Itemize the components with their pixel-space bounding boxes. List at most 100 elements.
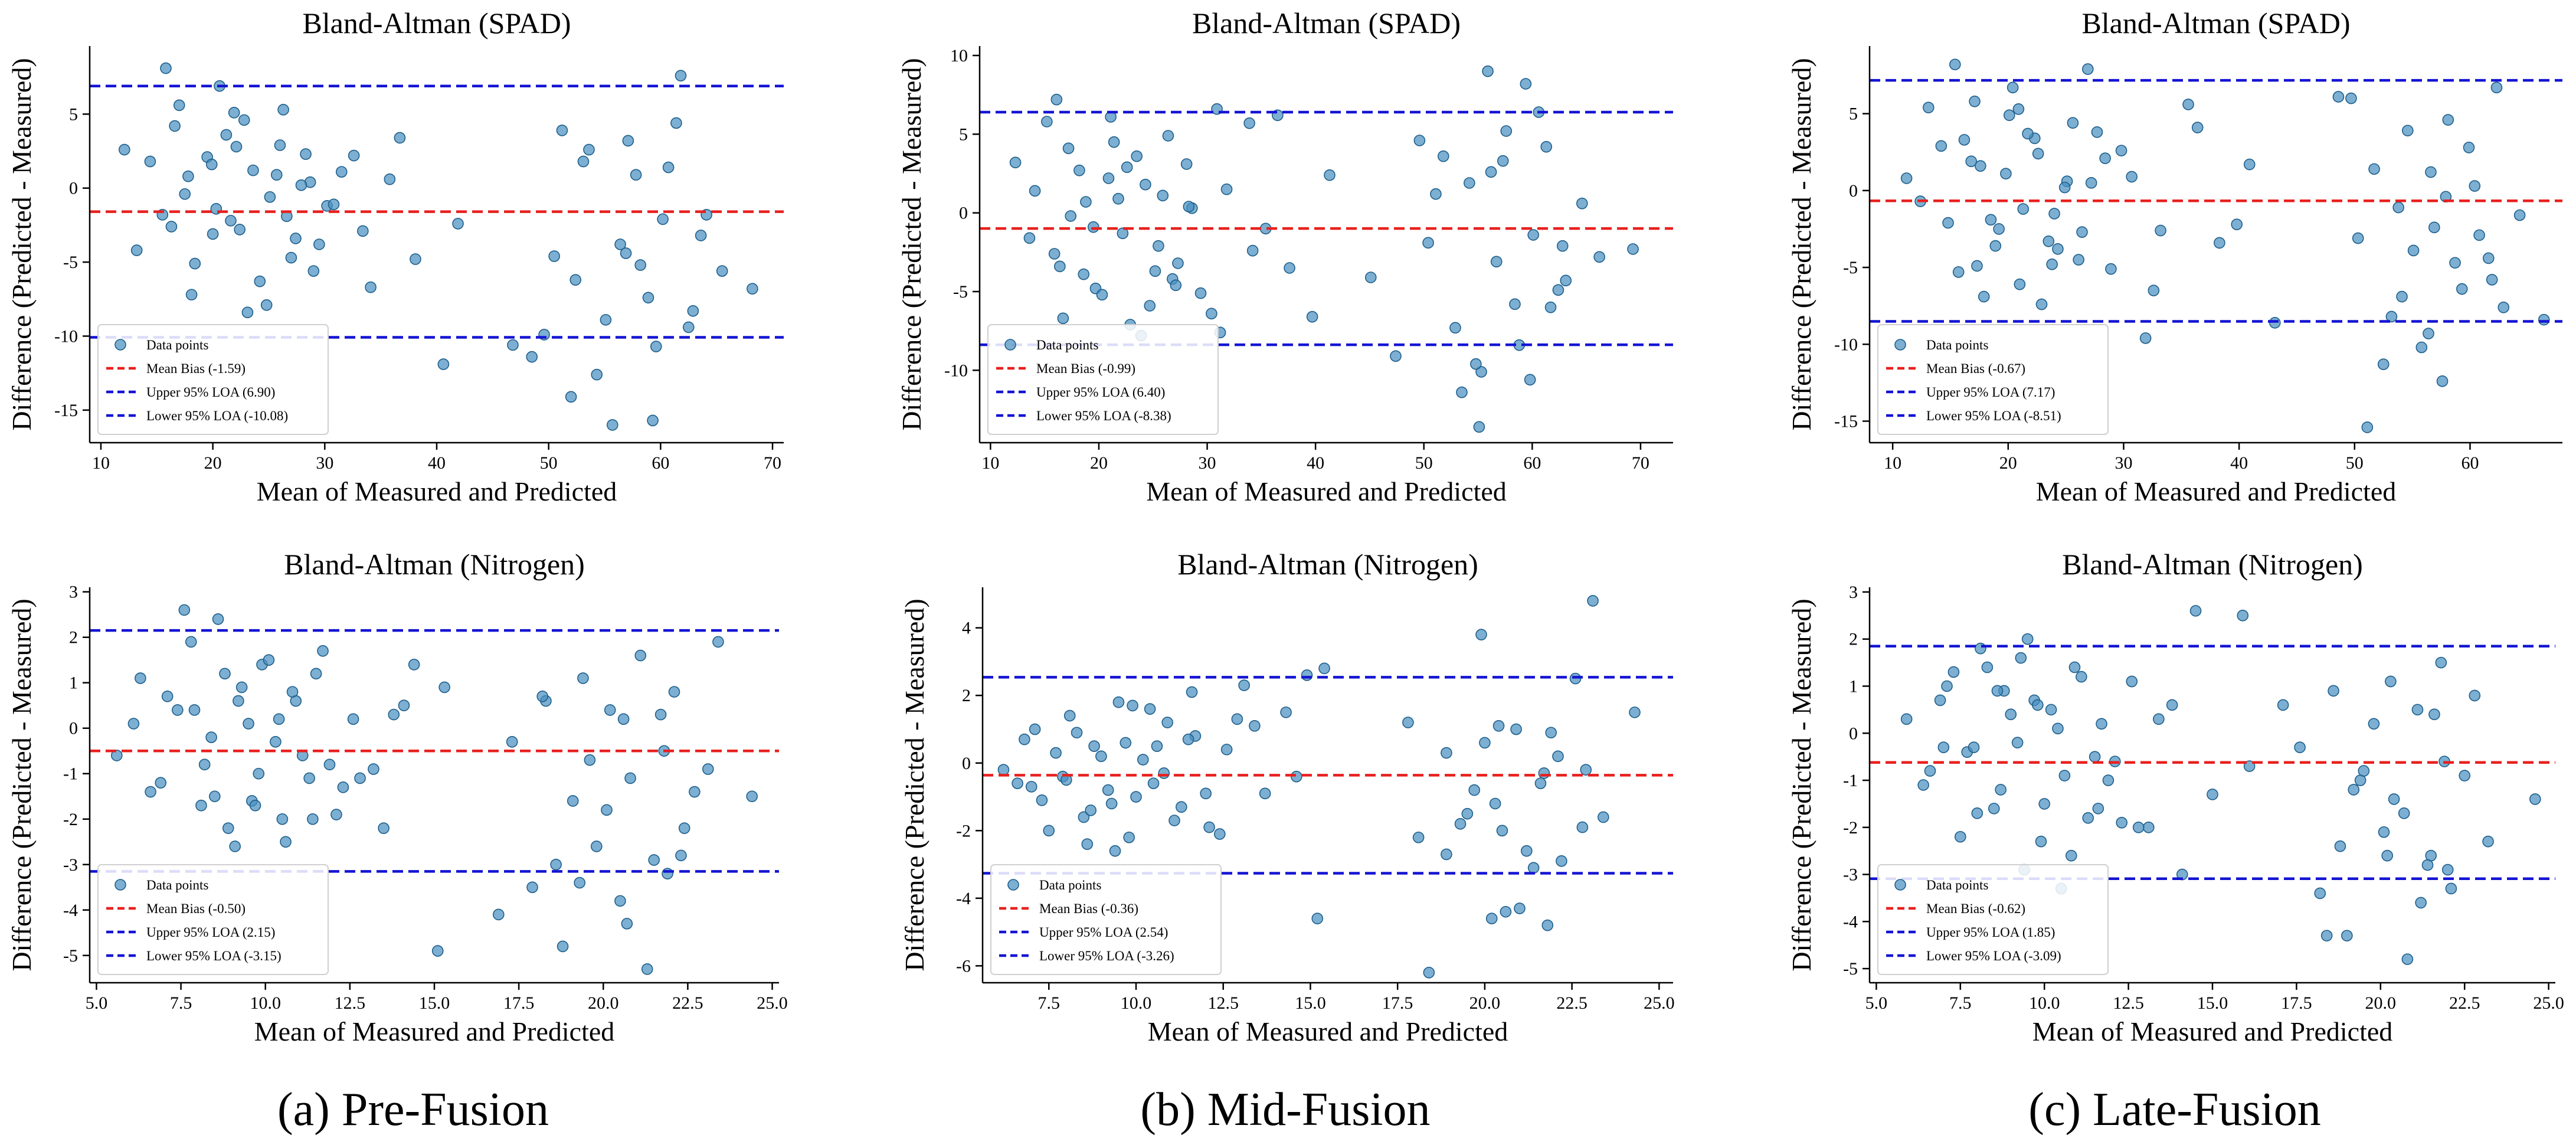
data-point xyxy=(2428,708,2440,721)
data-point xyxy=(2486,274,2498,286)
data-point xyxy=(2381,849,2393,862)
data-point xyxy=(1259,787,1271,800)
data-point xyxy=(1043,825,1055,837)
y-tick-label: -4 xyxy=(956,889,971,908)
data-point xyxy=(1071,727,1083,739)
data-point xyxy=(1153,240,1164,252)
data-point xyxy=(1147,777,1160,789)
data-point xyxy=(1527,229,1539,241)
legend-data-points: Data points xyxy=(1926,878,1988,892)
data-point xyxy=(634,259,647,271)
data-point xyxy=(1311,912,1324,924)
data-point xyxy=(2320,930,2333,942)
data-point xyxy=(388,708,400,721)
data-point xyxy=(668,686,680,698)
data-point xyxy=(1108,136,1120,148)
legend-upper-loa: Upper 95% LOA (6.40) xyxy=(1036,385,1165,400)
data-point xyxy=(2005,708,2017,721)
data-point xyxy=(1162,130,1174,142)
y-tick-label: 0 xyxy=(959,204,968,223)
x-tick-label: 10.0 xyxy=(2029,993,2060,1013)
y-tick-label: -1 xyxy=(1843,771,1858,790)
data-point xyxy=(2498,301,2510,313)
data-point xyxy=(2425,166,2437,178)
data-point xyxy=(323,758,336,771)
data-point xyxy=(2067,117,2079,129)
data-point xyxy=(2378,826,2390,838)
data-point xyxy=(1062,142,1075,155)
data-point xyxy=(307,813,319,825)
data-point xyxy=(2046,259,2058,270)
data-point xyxy=(550,858,562,871)
data-point xyxy=(1965,155,1977,168)
data-point xyxy=(1423,967,1435,979)
y-tick-label: -4 xyxy=(63,901,78,920)
data-point xyxy=(1029,185,1041,197)
data-point xyxy=(1422,237,1434,249)
data-point xyxy=(277,104,289,116)
data-point xyxy=(1243,117,1255,129)
data-point xyxy=(2269,317,2281,329)
x-axis-label: Mean of Measured and Predicted xyxy=(2032,1016,2393,1046)
data-point xyxy=(165,221,178,233)
data-point xyxy=(1576,197,1588,210)
data-point xyxy=(2423,328,2434,339)
data-point xyxy=(233,695,244,707)
data-point xyxy=(747,283,758,295)
x-tick-label: 7.5 xyxy=(1038,993,1060,1013)
data-point xyxy=(2445,882,2457,895)
data-point xyxy=(2189,605,2202,617)
data-point xyxy=(1182,733,1194,745)
data-point xyxy=(229,840,241,852)
data-point xyxy=(2435,656,2447,669)
data-point xyxy=(280,836,292,848)
legend-marker xyxy=(1007,879,1019,891)
legend-box xyxy=(990,864,1222,975)
data-point xyxy=(1109,845,1121,857)
data-point xyxy=(1172,257,1184,269)
data-point xyxy=(657,213,669,225)
data-point xyxy=(2214,237,2225,249)
data-point xyxy=(2000,168,2012,179)
y-tick-label: 1 xyxy=(69,673,78,693)
data-point xyxy=(526,351,538,363)
y-tick-label: 3 xyxy=(69,583,78,602)
data-point xyxy=(2043,235,2055,247)
data-point xyxy=(212,613,224,625)
data-point xyxy=(2022,127,2034,140)
data-point xyxy=(2449,257,2461,269)
data-point xyxy=(1157,189,1169,202)
y-tick-label: 0 xyxy=(69,719,78,738)
x-tick-label: 20.0 xyxy=(588,993,619,1013)
data-point xyxy=(1117,227,1129,240)
data-point xyxy=(2015,652,2027,664)
data-point xyxy=(2038,798,2050,810)
data-point xyxy=(1096,289,1108,301)
y-tick-label: -5 xyxy=(1843,258,1858,277)
data-point xyxy=(1552,284,1564,296)
data-point xyxy=(642,292,654,304)
x-tick-label: 20 xyxy=(204,453,222,473)
data-point xyxy=(188,704,201,716)
data-point xyxy=(1971,260,1983,272)
data-point xyxy=(173,99,185,112)
data-point xyxy=(1194,287,1207,299)
data-point xyxy=(1081,838,1094,851)
legend-upper-loa: Upper 95% LOA (1.85) xyxy=(1926,925,2055,940)
data-point xyxy=(548,250,560,262)
x-tick-label: 60 xyxy=(652,453,669,473)
data-point xyxy=(1183,201,1195,212)
x-tick-label: 25.0 xyxy=(2533,993,2564,1013)
chart-pre-nitrogen: Bland-Altman (Nitrogen) 5.0 7.5 10.0 12.5 15.… xyxy=(6,548,788,1046)
data-point xyxy=(1041,116,1053,127)
data-point xyxy=(1993,223,2005,235)
data-point xyxy=(1238,679,1250,691)
data-point xyxy=(689,786,701,798)
data-point xyxy=(1130,791,1142,803)
data-point xyxy=(2068,661,2081,673)
x-tick-label: 10 xyxy=(1884,453,1901,473)
data-point xyxy=(622,135,634,147)
data-point xyxy=(2348,784,2360,796)
data-point xyxy=(1900,713,1913,725)
data-point xyxy=(2058,181,2071,194)
